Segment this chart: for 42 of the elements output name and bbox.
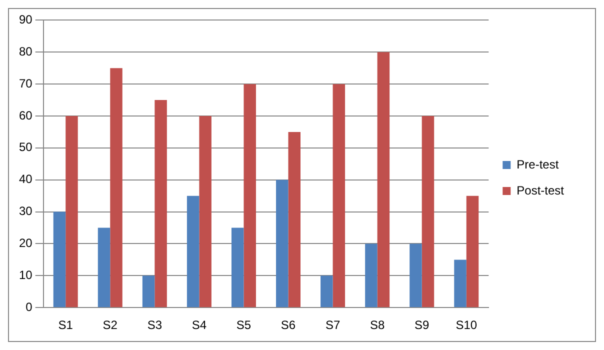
bar <box>154 100 167 308</box>
bar <box>66 116 78 308</box>
y-tick-label: 80 <box>18 44 33 58</box>
y-tick-label: 60 <box>18 108 33 122</box>
legend-label: Post-test <box>516 183 565 198</box>
x-tick-label: S3 <box>147 318 162 332</box>
bar <box>142 276 155 308</box>
y-tick-label: 40 <box>18 172 33 186</box>
legend-label: Pre-test <box>516 157 560 172</box>
bar <box>410 244 422 308</box>
y-tick-label: 30 <box>18 204 33 218</box>
bar <box>288 132 301 308</box>
bar <box>199 116 212 308</box>
x-tick-label: S5 <box>236 318 252 332</box>
bar <box>276 180 288 308</box>
x-tick-label: S9 <box>414 318 430 332</box>
x-tick-label: S10 <box>456 318 478 332</box>
x-tick-label: S1 <box>58 318 74 332</box>
bar <box>377 52 390 308</box>
y-tick-label: 70 <box>18 76 33 90</box>
bar <box>98 228 110 308</box>
bar <box>53 212 66 308</box>
x-tick-label: S2 <box>102 318 118 332</box>
bar <box>231 228 244 308</box>
x-tick-label: S7 <box>325 318 340 332</box>
bar <box>332 84 346 308</box>
bar <box>422 116 434 308</box>
x-tick-label: S4 <box>192 318 207 332</box>
bar <box>365 244 378 308</box>
bar <box>110 68 122 308</box>
y-tick-label: 90 <box>18 12 33 27</box>
y-tick-label: 10 <box>18 268 33 282</box>
bar <box>454 260 466 308</box>
bar <box>466 196 479 308</box>
y-tick-label: 50 <box>18 140 33 154</box>
x-tick-label: S6 <box>280 318 296 332</box>
bar <box>320 276 333 308</box>
y-tick-label: 20 <box>18 236 33 250</box>
x-tick-label: S8 <box>370 318 385 332</box>
bar <box>244 84 256 308</box>
y-tick-label: 0 <box>26 300 33 314</box>
bar <box>186 196 200 308</box>
